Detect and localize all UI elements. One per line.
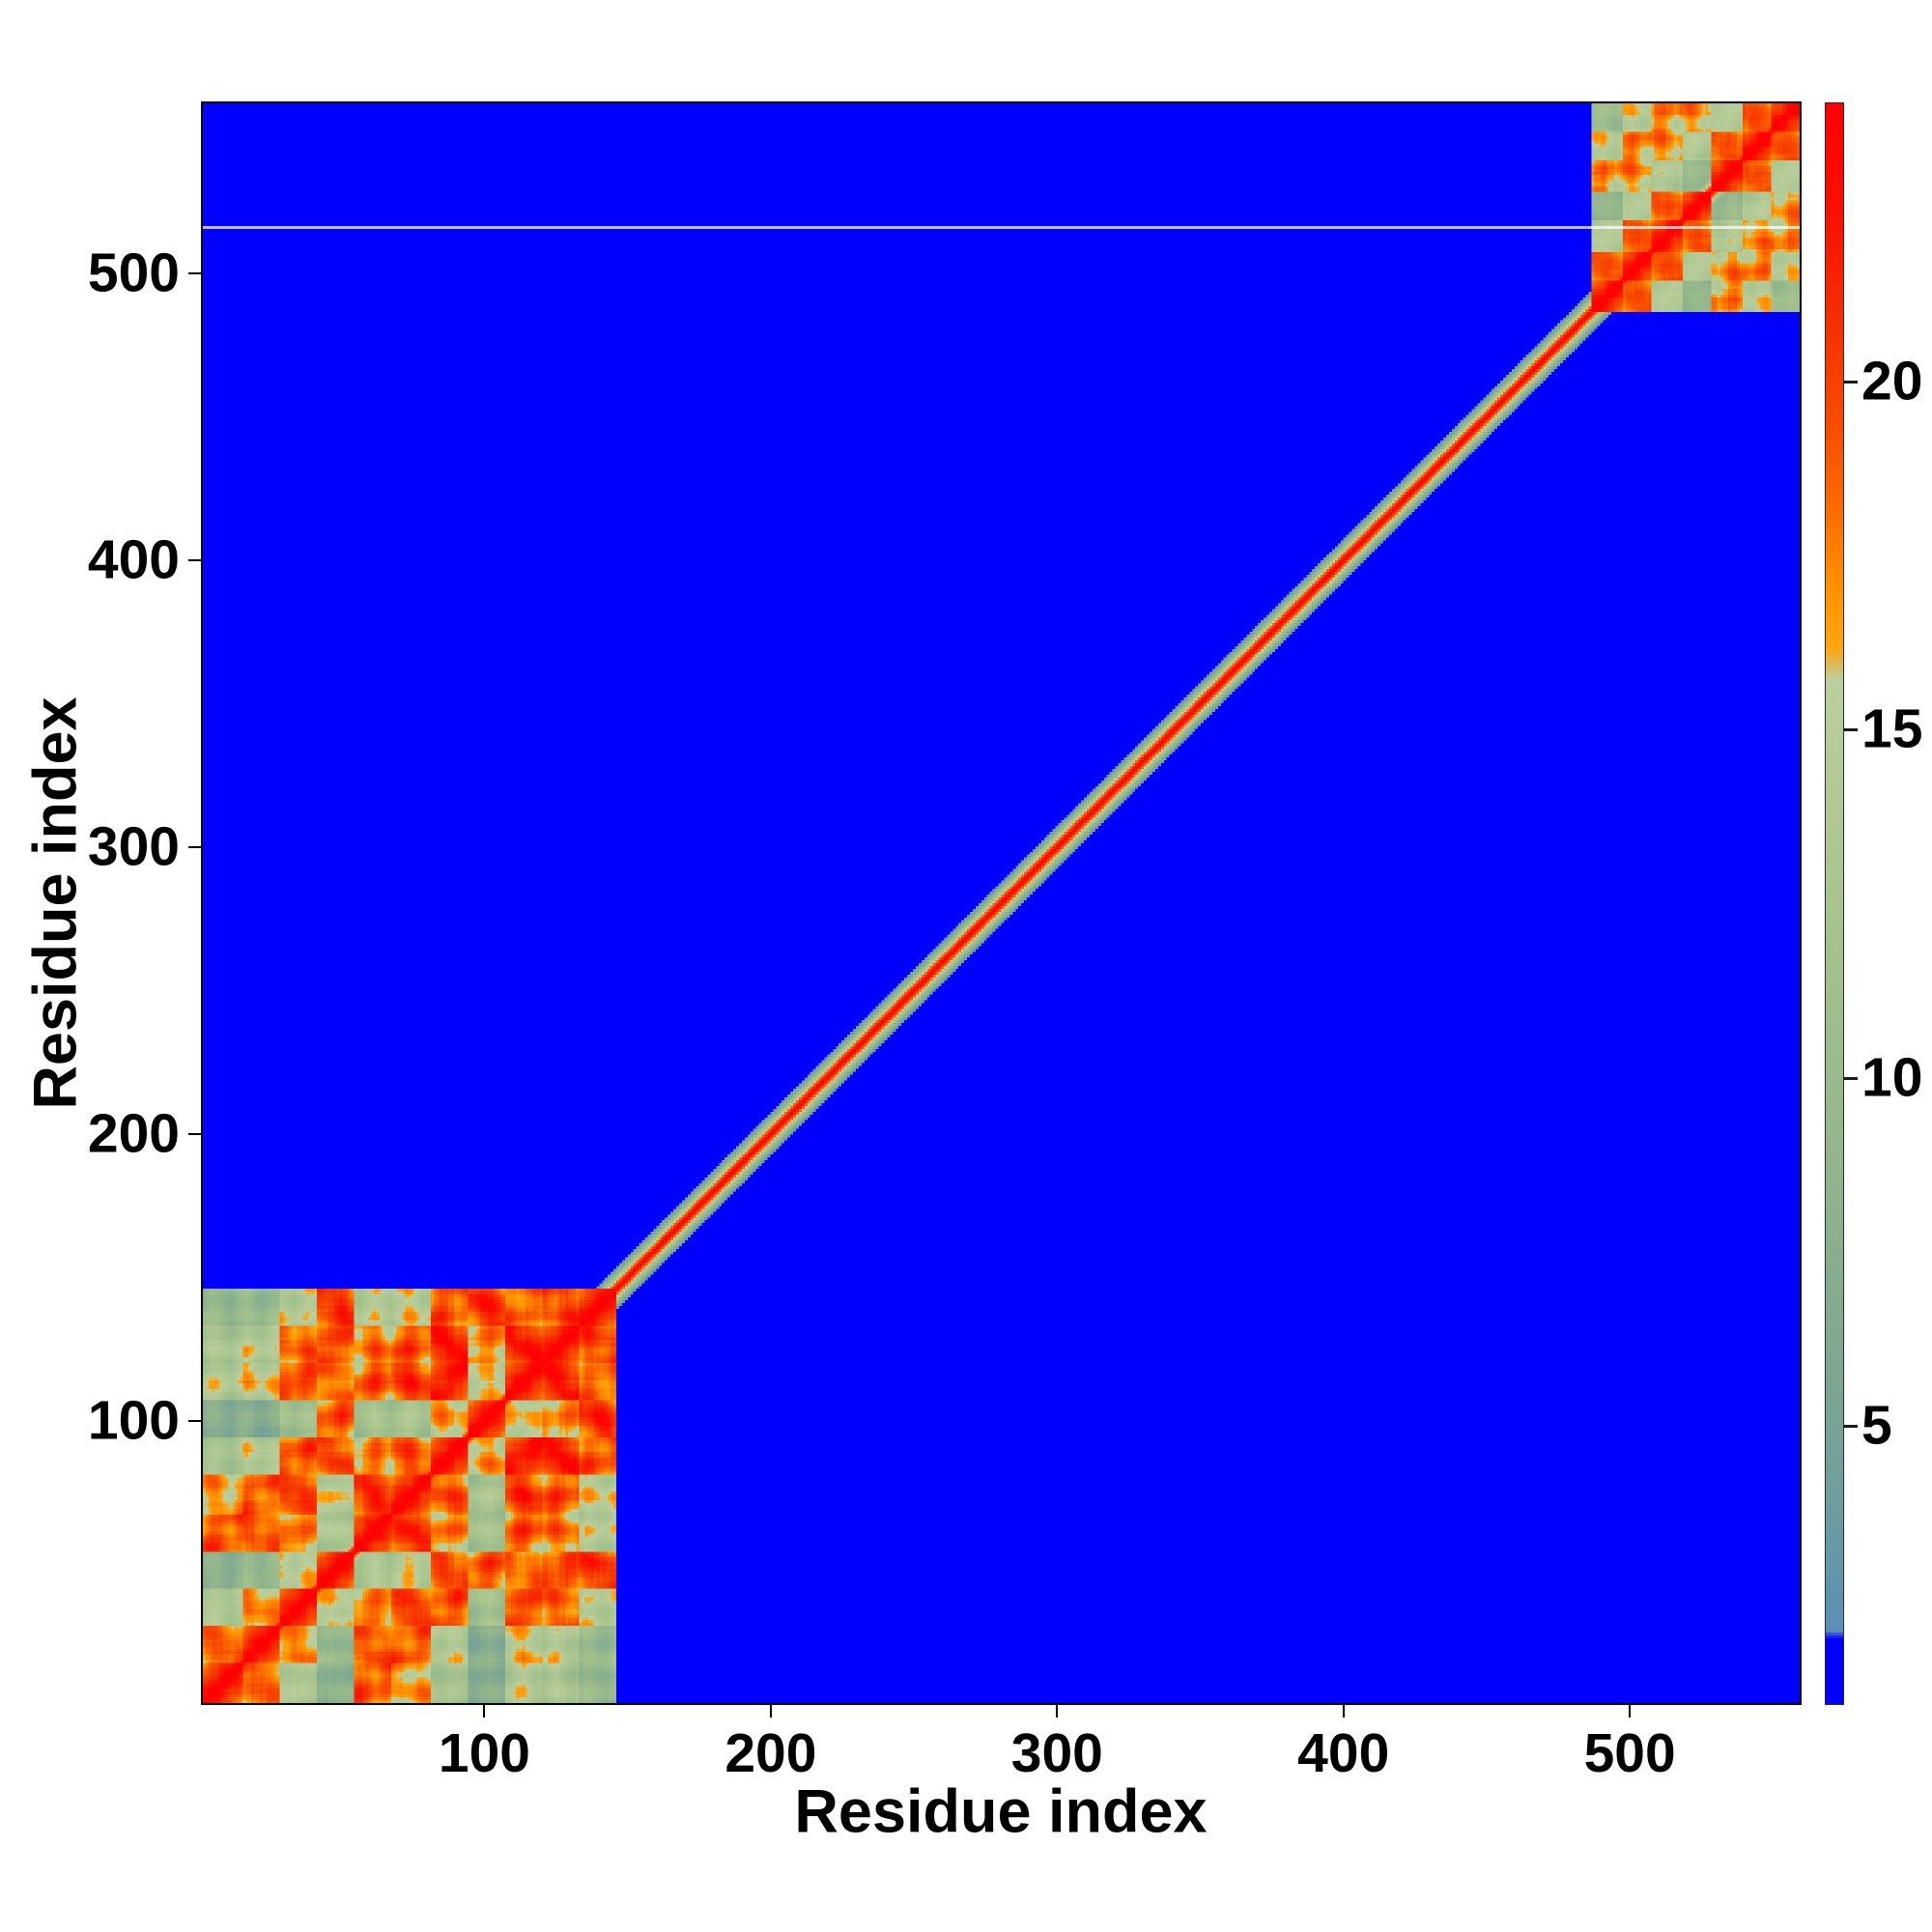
colorbar-tick-label: 10	[1861, 1046, 1923, 1109]
x-tick-label: 300	[1010, 1722, 1103, 1784]
colorbar[interactable]	[1825, 102, 1844, 1705]
x-tick-label: 200	[724, 1722, 817, 1784]
x-tick-label: 100	[438, 1722, 531, 1784]
y-tick-label: 500	[87, 242, 180, 304]
colorbar-tick-mark	[1844, 728, 1858, 732]
y-tick-mark	[188, 559, 201, 562]
y-tick-mark	[188, 1420, 201, 1422]
x-tick-mark	[1342, 1705, 1345, 1718]
x-tick-label: 500	[1583, 1722, 1676, 1784]
colorbar-tick-mark	[1844, 380, 1858, 384]
y-tick-mark	[188, 272, 201, 275]
heatmap-plot-area[interactable]	[201, 101, 1802, 1705]
y-tick-label: 200	[87, 1102, 180, 1165]
x-tick-mark	[769, 1705, 772, 1718]
colorbar-tick-label: 15	[1861, 697, 1923, 760]
y-tick-label: 400	[87, 528, 180, 591]
colorbar-tick-label: 20	[1861, 350, 1923, 412]
y-tick-label: 100	[87, 1389, 180, 1452]
colorbar-gradient	[1825, 102, 1844, 1705]
x-tick-label: 400	[1297, 1722, 1390, 1784]
x-tick-mark	[483, 1705, 486, 1718]
contact-map-canvas	[203, 103, 1800, 1703]
y-tick-mark	[188, 1133, 201, 1136]
x-tick-mark	[1056, 1705, 1059, 1718]
x-axis-title: Residue index	[794, 1777, 1208, 1846]
colorbar-tick-label: 5	[1861, 1394, 1892, 1457]
colorbar-tick-mark	[1844, 1425, 1858, 1429]
y-tick-label: 300	[87, 815, 180, 878]
y-tick-mark	[188, 846, 201, 849]
y-axis-title: Residue index	[21, 696, 90, 1110]
x-tick-mark	[1629, 1705, 1632, 1718]
colorbar-tick-mark	[1844, 1076, 1858, 1080]
